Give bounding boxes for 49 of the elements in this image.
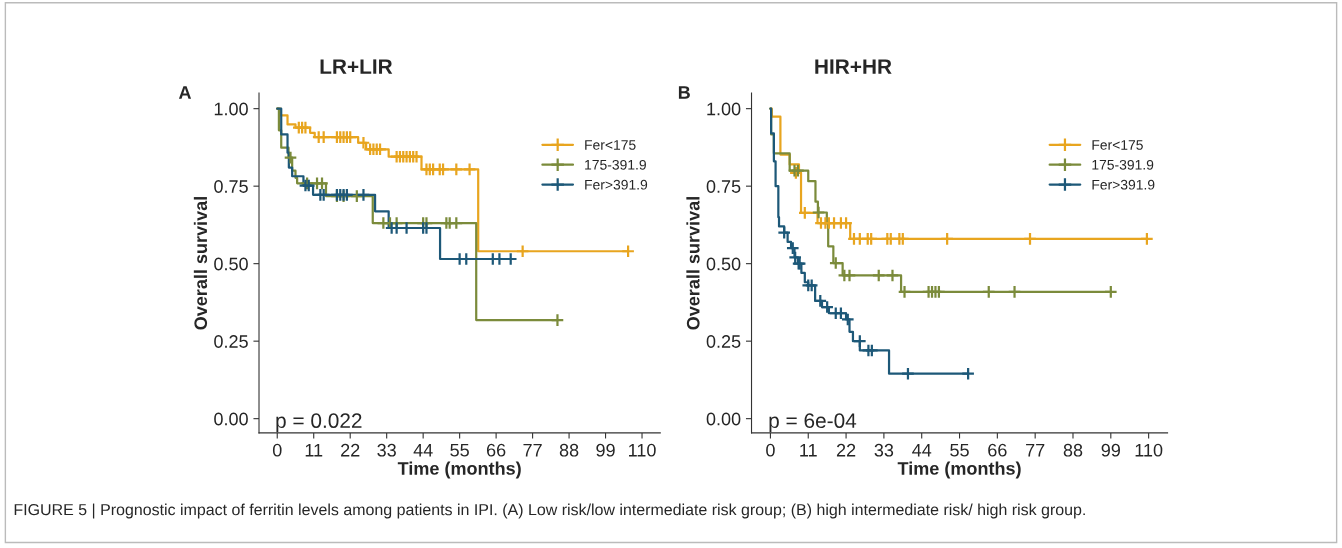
x-tick-label: 88 [1063,443,1083,457]
x-axis-title: Time (months) [897,461,1021,479]
legend-label: Fer>391.9 [1092,179,1155,190]
x-tick-label: 66 [486,443,506,457]
legend-label: Fer<175 [1092,140,1143,150]
x-tick-label: 11 [800,444,817,457]
x-tick-label: 77 [523,444,542,457]
chart-title: HIR+HR [815,59,892,74]
x-tick-label: 77 [1026,444,1045,457]
legend-label: Fer<175 [585,140,636,150]
x-tick-label: 55 [450,444,469,457]
text: A [178,86,192,99]
y-axis-title: Overall survival [193,197,208,330]
x-tick-label: 0 [272,443,282,457]
x-tick-label: 99 [1101,443,1120,457]
y-tick-label: 0.75 [706,180,741,193]
x-tick-label: 99 [596,443,615,457]
annotation: p = 6e-04 [769,413,857,433]
y-tick-label: 0.25 [706,335,741,348]
y-tick-label: 1.00 [214,102,248,116]
x-tick-label: 11 [305,444,323,457]
chart-title: LR+LIR [320,59,393,74]
x-tick-label: 33 [874,443,894,457]
x-tick-label: 0 [766,443,775,457]
x-tick-label: 44 [912,444,932,457]
x-tick-label: 33 [377,443,396,457]
y-axis-title: Overall survival [686,197,700,330]
x-tick-label: 110 [629,443,656,457]
legend-label: 175-391.9 [585,159,646,170]
caption: FIGURE 5 | Prognostic impact of ferritin levels among patients in IPI. (A) Low risk/low intermediate risk group; (B) high intermediate risk/ high risk group. [14,503,1085,519]
y-tick-label: 0.00 [214,412,248,426]
y-tick-label: 0.50 [214,257,248,271]
x-axis-title: Time (months) [397,461,521,479]
text: B [678,86,690,99]
y-tick-label: 0.25 [214,335,248,348]
annotation: p = 0.022 [276,413,362,433]
y-tick-label: 0.75 [214,180,248,193]
y-tick-label: 1.00 [707,102,741,116]
y-tick-label: 0.50 [706,257,741,271]
x-tick-label: 44 [413,444,433,457]
x-tick-label: 88 [559,443,579,457]
x-tick-label: 110 [1135,443,1163,457]
legend-label: Fer>391.9 [585,179,648,190]
x-tick-label: 66 [988,443,1007,457]
x-tick-label: 55 [950,444,969,457]
legend-label: 175-391.9 [1092,159,1154,170]
x-tick-label: 22 [836,443,856,457]
y-tick-label: 0.00 [706,412,741,426]
x-tick-label: 22 [341,443,360,457]
